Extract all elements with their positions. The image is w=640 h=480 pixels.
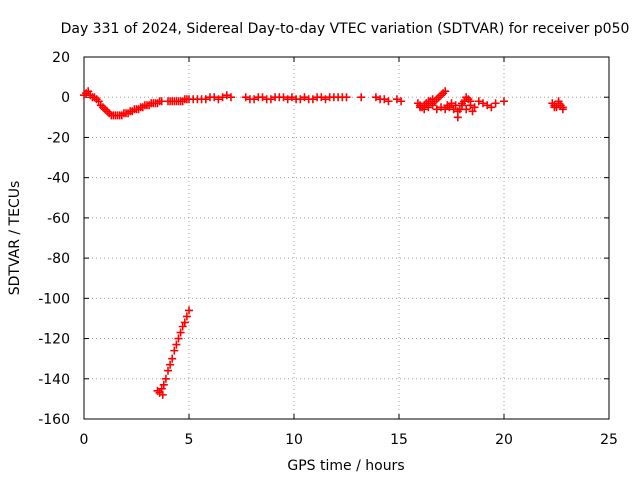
x-tick-label: 25 — [600, 432, 618, 448]
data-point — [172, 340, 181, 349]
data-point — [470, 103, 479, 112]
data-point — [166, 360, 175, 369]
data-point — [342, 93, 351, 102]
data-point — [214, 95, 223, 104]
data-point — [468, 107, 477, 116]
data-point — [258, 93, 267, 102]
axis-ticks: 0 5 10 15 20 25 20 0 -20 -40 -60 -80 -100 -120 -140 -16… — [38, 50, 618, 448]
data-point — [424, 103, 433, 112]
data-point — [491, 99, 500, 108]
data-point — [241, 93, 250, 102]
y-tick-label: -60 — [47, 211, 70, 227]
y-tick-label: 20 — [52, 50, 70, 66]
x-tick-label: 15 — [390, 432, 408, 448]
y-axis-label: SDTVAR / TECUs — [7, 181, 23, 296]
data-point — [227, 93, 235, 102]
data-point — [420, 105, 429, 114]
data-point — [178, 322, 187, 331]
data-point — [380, 95, 389, 104]
data-point — [371, 93, 380, 102]
data-point — [397, 97, 406, 106]
data-point — [210, 93, 219, 102]
plot-border — [83, 56, 610, 420]
data-point — [558, 103, 567, 112]
x-axis-label: GPS time / hours — [287, 458, 404, 474]
data-point — [222, 91, 231, 100]
data-point — [279, 93, 288, 102]
x-tick-label: 10 — [285, 432, 303, 448]
data-point — [466, 97, 475, 106]
data-point — [479, 99, 487, 108]
data-point — [357, 93, 366, 102]
data-point — [185, 306, 193, 315]
data-point — [250, 95, 259, 104]
x-tick-label: 20 — [495, 432, 513, 448]
data-point — [174, 334, 183, 343]
data-point — [283, 95, 292, 104]
data-point — [161, 374, 170, 383]
data-point — [157, 384, 166, 393]
y-tick-label: -160 — [38, 412, 70, 428]
data-point — [554, 97, 563, 106]
y-tick-label: -140 — [38, 372, 70, 388]
data-point — [218, 93, 227, 102]
data-point — [84, 87, 93, 96]
y-tick-label: -40 — [47, 171, 70, 187]
data-point — [437, 103, 445, 112]
x-tick-label: 5 — [185, 432, 194, 448]
y-tick-label: 0 — [61, 90, 70, 106]
y-tick-label: -120 — [38, 332, 70, 348]
data-point — [317, 93, 326, 102]
data-point — [483, 101, 492, 110]
data-point — [321, 95, 330, 104]
data-point — [168, 354, 177, 363]
data-point — [94, 97, 103, 106]
data-point — [458, 101, 466, 110]
data-point — [384, 97, 393, 106]
data-point — [445, 103, 454, 112]
data-point — [441, 87, 450, 96]
chart-title: Day 331 of 2024, Sidereal Day-to-day VTE… — [61, 21, 630, 37]
data-point — [447, 99, 456, 108]
data-point — [180, 318, 189, 327]
data-point — [500, 97, 508, 106]
data-point — [428, 99, 437, 108]
y-tick-label: -100 — [38, 291, 70, 307]
data-points — [80, 87, 567, 399]
data-point — [300, 93, 309, 102]
data-point — [308, 95, 317, 104]
data-point — [170, 346, 179, 355]
data-point — [164, 366, 172, 375]
data-point — [441, 105, 450, 114]
data-point — [474, 97, 483, 106]
data-point — [392, 95, 401, 104]
y-tick-label: -20 — [47, 130, 70, 146]
data-point — [550, 103, 559, 112]
data-point — [158, 390, 167, 399]
data-point — [462, 105, 471, 114]
data-point — [487, 103, 496, 112]
data-point — [287, 93, 296, 102]
x-tick-label: 0 — [80, 432, 89, 448]
y-tick-label: -80 — [47, 251, 70, 267]
data-point — [176, 328, 185, 337]
data-point — [159, 380, 168, 389]
data-point — [182, 312, 191, 321]
data-point — [432, 105, 441, 114]
data-point — [416, 103, 424, 112]
data-point — [201, 95, 210, 104]
data-point — [266, 95, 275, 104]
grid — [84, 57, 609, 419]
data-point — [453, 107, 462, 116]
data-point — [296, 95, 305, 104]
